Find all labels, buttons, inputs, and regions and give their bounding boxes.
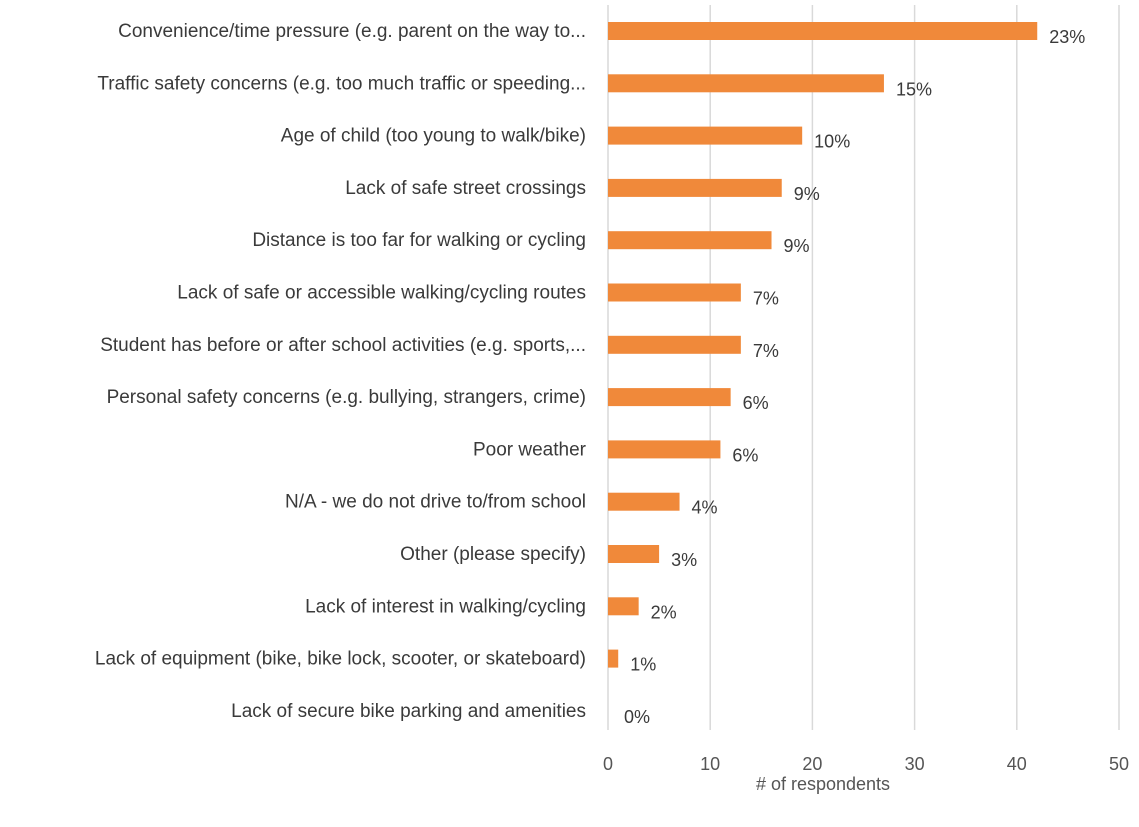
bar <box>608 649 619 668</box>
bar <box>608 388 731 407</box>
category-labels: Convenience/time pressure (e.g. parent o… <box>95 21 587 722</box>
data-label: 2% <box>651 602 677 622</box>
category-label: Traffic safety concerns (e.g. too much t… <box>97 73 586 94</box>
category-label: Other (please specify) <box>400 544 586 565</box>
x-axis-title: # of respondents <box>756 774 890 794</box>
bar <box>608 74 884 93</box>
category-label: Student has before or after school activ… <box>100 335 586 356</box>
bar <box>608 126 803 145</box>
bar <box>608 597 639 616</box>
data-label: 1% <box>630 655 656 675</box>
category-label: Age of child (too young to walk/bike) <box>281 126 586 147</box>
bar <box>608 440 721 459</box>
data-label: 10% <box>814 132 850 152</box>
data-label: 9% <box>784 236 810 256</box>
category-label: Lack of safe street crossings <box>345 178 586 199</box>
bar <box>608 231 772 250</box>
data-label: 6% <box>743 393 769 413</box>
data-label: 7% <box>753 289 779 309</box>
category-label: Personal safety concerns (e.g. bullying,… <box>107 387 586 408</box>
data-label: 7% <box>753 341 779 361</box>
data-label: 3% <box>671 550 697 570</box>
data-label: 15% <box>896 79 932 99</box>
data-label: 4% <box>692 498 718 518</box>
bar <box>608 283 741 302</box>
category-label: Lack of equipment (bike, bike lock, scoo… <box>95 649 586 670</box>
x-tick-label: 50 <box>1109 754 1129 774</box>
bar <box>608 492 680 511</box>
x-tick-label: 20 <box>802 754 822 774</box>
bar <box>608 22 1038 40</box>
x-tick-label: 10 <box>700 754 720 774</box>
data-label: 23% <box>1049 27 1085 47</box>
bar <box>608 545 660 563</box>
x-axis-ticks: 0 10 20 30 40 50 <box>603 754 1129 774</box>
x-tick-label: 0 <box>603 754 613 774</box>
category-label: Lack of interest in walking/cycling <box>305 596 586 617</box>
category-label: Lack of secure bike parking and amenitie… <box>231 701 586 722</box>
category-label: Lack of safe or accessible walking/cycli… <box>177 283 586 304</box>
bar <box>608 178 782 197</box>
bars <box>608 22 1038 668</box>
data-label: 0% <box>624 707 650 727</box>
bar <box>608 335 741 354</box>
x-tick-label: 40 <box>1007 754 1027 774</box>
category-label: Convenience/time pressure (e.g. parent o… <box>118 21 586 42</box>
data-labels: 23% 15% 10% 9% 9% 7% 7% 6% 6% 4% 3% 2% 1% 0% <box>624 27 1085 727</box>
x-tick-label: 30 <box>905 754 925 774</box>
category-label: Distance is too far for walking or cycli… <box>252 230 586 251</box>
gridlines <box>607 5 1120 730</box>
data-label: 6% <box>732 445 758 465</box>
data-label: 9% <box>794 184 820 204</box>
category-label: N/A - we do not drive to/from school <box>285 492 586 513</box>
category-label: Poor weather <box>473 439 587 460</box>
